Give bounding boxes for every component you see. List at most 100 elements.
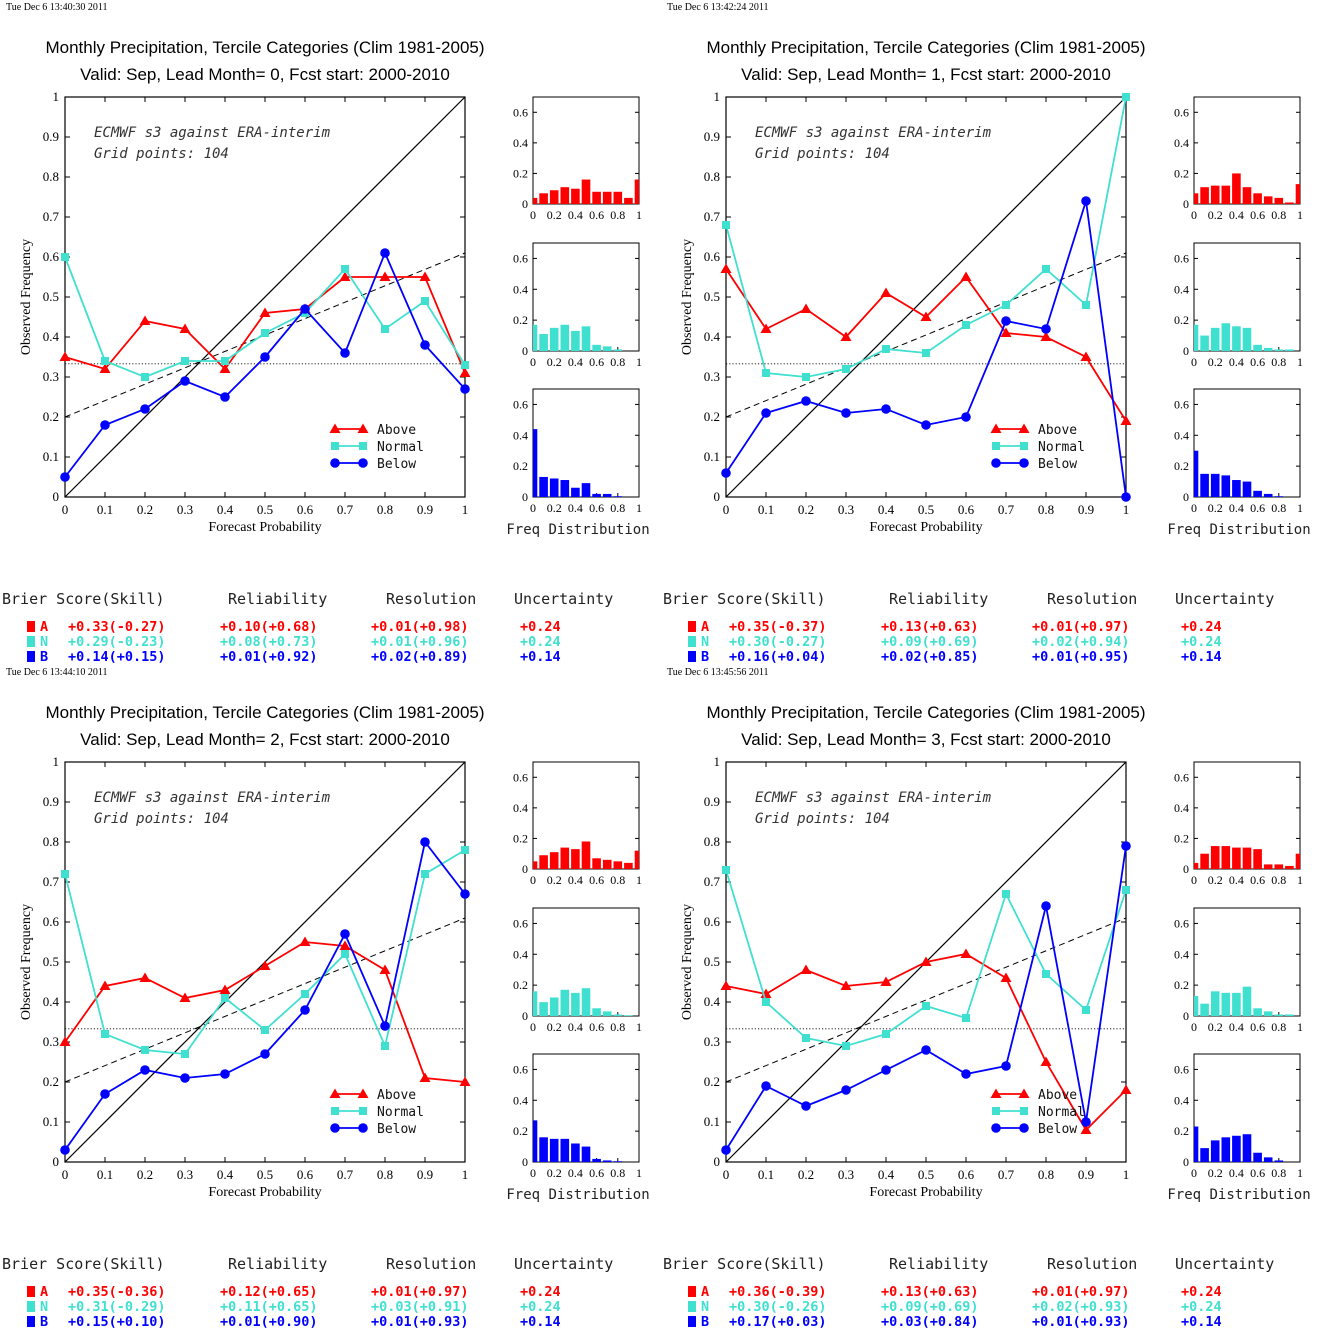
freq-distribution-label: Freq Distribution — [506, 1187, 649, 1203]
hist-bar-above — [571, 849, 580, 869]
point-normal — [922, 1002, 930, 1010]
brier-score-table: Brier Score(Skill) Reliability Resolution U… — [2, 590, 613, 665]
hist-x-tick-label: 0.2 — [1208, 208, 1223, 222]
y-tick-label: 0.4 — [43, 994, 60, 1009]
hist-bar-above — [533, 197, 538, 204]
hist-x-tick-label: 1 — [1297, 501, 1303, 515]
hist-bar-normal — [549, 997, 559, 1016]
point-below — [921, 1045, 931, 1055]
hist-x-tick-label: 0 — [1191, 501, 1197, 515]
histogram-frame-below — [532, 1053, 640, 1163]
hist-y-tick-label: 0 — [522, 862, 528, 876]
legend-marker — [331, 1107, 339, 1115]
point-above — [259, 307, 271, 317]
point-normal — [421, 297, 429, 305]
hist-y-tick-label: 0.6 — [1174, 770, 1189, 784]
hist-bar-above — [634, 850, 639, 869]
hist-x-tick-label: 1 — [636, 873, 642, 887]
y-tick-label: 0.1 — [704, 1114, 720, 1129]
hist-x-tick-label: 0.2 — [1208, 1020, 1223, 1034]
hist-x-tick-label: 1 — [636, 1020, 642, 1034]
score-color-key — [27, 636, 35, 647]
hist-bar-above — [581, 841, 591, 869]
score-value: +0.24 — [1181, 619, 1222, 635]
point-normal — [181, 1050, 189, 1058]
score-value: +0.30(-0.27) — [729, 634, 827, 650]
reliability-panel-lead-1: Tue Dec 6 13:42:24 2011 Monthly Precipita… — [661, 0, 1322, 665]
legend: Above Normal Below — [990, 1088, 1085, 1137]
hist-x-tick-label: 0.6 — [589, 501, 604, 515]
point-below — [1121, 492, 1131, 502]
reliability-plot: 00 0.1 0.1 0.2 0.2 0.3 0.3 0.4 0.4 0.5 0.5 0.6 0.6 0.… — [19, 89, 471, 535]
y-tick-label: 0.9 — [43, 794, 59, 809]
hist-bar-below — [613, 1161, 623, 1162]
point-above — [840, 331, 852, 341]
score-value: +0.24 — [1181, 1299, 1222, 1315]
hist-bar-above — [1295, 184, 1300, 204]
score-value: +0.01(+0.97) — [1032, 1284, 1130, 1300]
reliability-plot: 00 0.1 0.1 0.2 0.2 0.3 0.3 0.4 0.4 0.5 0.5 0.6 0.6 0.… — [680, 89, 1132, 535]
point-below — [961, 1069, 971, 1079]
x-tick-label: 0.6 — [297, 1167, 314, 1182]
model-annotation: ECMWF s3 against ERA-interim — [755, 125, 992, 141]
hist-bar-below — [592, 493, 601, 497]
hist-bar-above — [549, 852, 559, 869]
point-below — [1041, 901, 1051, 911]
x-tick-label: 0.8 — [1038, 1167, 1054, 1182]
hist-bar-below — [581, 483, 591, 497]
hist-y-tick-label: 0.4 — [1174, 428, 1189, 442]
hist-bar-normal — [1221, 323, 1231, 351]
hist-x-tick-label: 1 — [1297, 208, 1303, 222]
hist-bar-above — [624, 197, 633, 204]
point-above — [99, 363, 111, 373]
point-below — [300, 304, 310, 314]
hist-bar-below — [1200, 1148, 1209, 1162]
score-category-letter: B — [40, 649, 48, 665]
point-normal — [221, 994, 229, 1002]
hist-bar-below — [1194, 1126, 1199, 1162]
score-category-letter: B — [701, 1314, 709, 1330]
hist-bar-above — [1263, 196, 1273, 204]
point-above — [880, 976, 892, 986]
reliability-plot: 00 0.1 0.1 0.2 0.2 0.3 0.3 0.4 0.4 0.5 0.5 0.6 0.6 0.… — [680, 754, 1132, 1200]
x-tick-label: 0.3 — [838, 502, 854, 517]
hist-bar-normal — [581, 988, 591, 1016]
score-value: +0.13(+0.63) — [881, 1284, 979, 1300]
score-header: Uncertainty — [514, 1255, 613, 1273]
hist-x-tick-label: 0 — [1191, 1020, 1197, 1034]
reliability-panel-lead-2: Tue Dec 6 13:44:10 2011 Monthly Precipita… — [0, 665, 661, 1330]
legend-marker — [1019, 458, 1029, 468]
series-line-above — [725, 268, 1127, 422]
hist-y-tick-label: 0.2 — [1174, 1124, 1189, 1138]
y-tick-label: 0.3 — [704, 369, 720, 384]
chart-title: Monthly Precipitation, Tercile Categorie… — [45, 703, 484, 722]
hist-bar-above — [1210, 185, 1220, 204]
hist-bar-above — [539, 855, 548, 869]
score-value: +0.01(+0.96) — [371, 634, 469, 650]
hist-bar-above — [1221, 185, 1231, 204]
frequency-distributions: 0 0.2 0.4 0.6 0 0.2 0.4 0.6 0.8 1 0 0.2 0.4 0.6 0 0.2 0.… — [1167, 761, 1311, 1203]
hist-bar-above — [1253, 849, 1262, 869]
y-tick-label: 0 — [53, 1154, 60, 1169]
point-above — [800, 303, 812, 313]
x-tick-label: 0 — [62, 502, 69, 517]
y-tick-label: 0.6 — [43, 914, 60, 929]
score-value: +0.02(+0.89) — [371, 649, 469, 665]
x-tick-label: 0.2 — [137, 1167, 153, 1182]
hist-y-tick-label: 0 — [1183, 862, 1189, 876]
hist-x-tick-label: 0.8 — [610, 355, 625, 369]
hist-y-tick-label: 0.6 — [513, 916, 528, 930]
histogram-frame-below — [532, 388, 640, 498]
score-value: +0.01(+0.98) — [371, 619, 469, 635]
chart-svg: Tue Dec 6 13:40:30 2011 Monthly Precipita… — [2, 2, 650, 665]
hist-y-tick-label: 0.6 — [513, 251, 528, 265]
hist-y-tick-label: 0 — [522, 1155, 528, 1169]
score-category-letter: B — [701, 649, 709, 665]
hist-bar-normal — [624, 1015, 633, 1016]
point-above — [1040, 331, 1052, 341]
hist-x-tick-label: 0 — [1191, 208, 1197, 222]
score-value: +0.17(+0.03) — [729, 1314, 827, 1330]
legend-label-above: Above — [1038, 423, 1077, 438]
point-below — [260, 1049, 270, 1059]
hist-x-tick-label: 0.6 — [589, 873, 604, 887]
